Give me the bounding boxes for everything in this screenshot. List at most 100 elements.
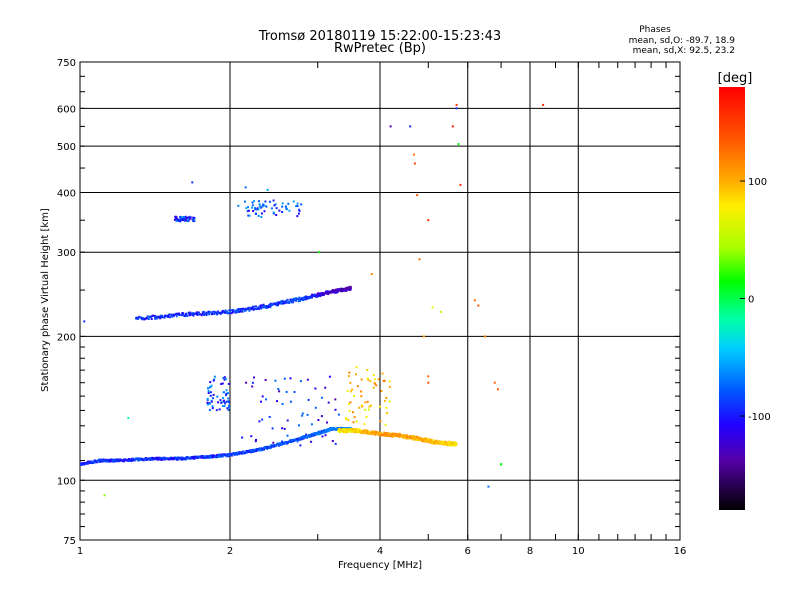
data-point: [274, 379, 277, 382]
data-point: [131, 457, 133, 460]
data-point: [287, 202, 290, 205]
data-point: [206, 397, 209, 400]
data-point: [186, 456, 189, 459]
y-tick-label: 75: [63, 536, 76, 547]
data-point: [278, 390, 281, 393]
data-point: [187, 457, 190, 460]
data-point: [272, 441, 275, 444]
data-point: [118, 460, 121, 463]
data-point: [151, 458, 154, 461]
data-point: [351, 428, 354, 430]
data-point: [323, 429, 326, 431]
data-point: [292, 439, 295, 442]
data-point: [203, 455, 206, 458]
data-point: [282, 442, 285, 444]
data-point: [232, 308, 235, 311]
data-point: [207, 456, 210, 459]
data-point: [334, 442, 337, 445]
data-point: [367, 408, 370, 411]
data-point: [314, 434, 317, 436]
data-point: [360, 431, 363, 434]
data-point: [325, 430, 328, 433]
data-point: [281, 211, 284, 213]
data-point: [283, 301, 286, 304]
data-point: [254, 207, 256, 210]
data-point: [196, 313, 199, 316]
data-point: [431, 306, 434, 309]
data-point: [121, 459, 124, 462]
data-point: [240, 452, 243, 455]
data-point: [286, 442, 289, 445]
data-point: [279, 442, 282, 445]
data-point: [236, 308, 239, 311]
data-point: [161, 457, 164, 460]
data-point: [226, 407, 229, 410]
data-point: [361, 405, 364, 408]
data-point: [154, 316, 157, 319]
data-point: [257, 307, 260, 310]
data-point: [367, 430, 370, 433]
data-point: [413, 438, 416, 441]
data-point: [248, 449, 251, 452]
data-point: [416, 194, 419, 197]
data-point: [433, 442, 436, 445]
data-point: [270, 207, 273, 210]
chart-title: Tromsø 20180119 15:22:00-15:23:43: [258, 29, 501, 44]
data-point: [268, 416, 271, 418]
data-point: [384, 399, 386, 402]
data-point: [497, 388, 499, 391]
data-point: [109, 460, 112, 463]
data-point: [293, 391, 296, 393]
data-point: [439, 442, 442, 445]
data-point: [260, 449, 263, 452]
data-point: [162, 316, 165, 319]
colorbar-label: [deg]: [718, 71, 753, 86]
data-point: [294, 297, 297, 300]
data-point: [213, 454, 216, 457]
data-point: [132, 457, 135, 460]
data-point: [144, 457, 147, 459]
data-point: [327, 428, 330, 431]
data-point: [306, 297, 309, 300]
data-point: [182, 216, 185, 218]
x-tick-label: 1: [77, 546, 83, 557]
data-point: [293, 299, 295, 302]
data-point: [455, 107, 458, 110]
data-point: [431, 442, 433, 445]
data-point: [442, 441, 445, 444]
data-point: [227, 382, 230, 385]
data-point: [452, 444, 455, 447]
data-point: [212, 397, 214, 400]
data-point: [454, 442, 457, 445]
data-point: [252, 450, 255, 452]
data-point: [158, 316, 161, 319]
data-point: [260, 400, 262, 403]
data-point: [187, 216, 190, 219]
data-point: [455, 103, 458, 106]
data-point: [413, 162, 416, 165]
data-point: [211, 405, 214, 408]
data-point: [182, 219, 184, 221]
data-point: [299, 380, 302, 383]
data-point: [223, 378, 226, 381]
data-point: [284, 205, 287, 208]
data-point: [237, 204, 240, 207]
data-point: [257, 448, 260, 451]
data-point: [320, 415, 323, 418]
data-point: [473, 299, 476, 302]
data-point: [275, 444, 278, 447]
data-point: [184, 215, 187, 218]
data-point: [356, 385, 359, 388]
data-point: [158, 458, 161, 461]
data-point: [97, 460, 100, 463]
data-point: [333, 428, 336, 431]
data-point: [364, 430, 367, 433]
data-point: [222, 311, 225, 314]
data-point: [167, 315, 170, 318]
colorbar-ticks: 100 0 -100: [740, 177, 771, 423]
data-point: [227, 392, 229, 395]
data-point: [306, 378, 309, 381]
data-point: [297, 300, 300, 303]
data-point: [413, 436, 416, 439]
data-point: [385, 412, 388, 415]
